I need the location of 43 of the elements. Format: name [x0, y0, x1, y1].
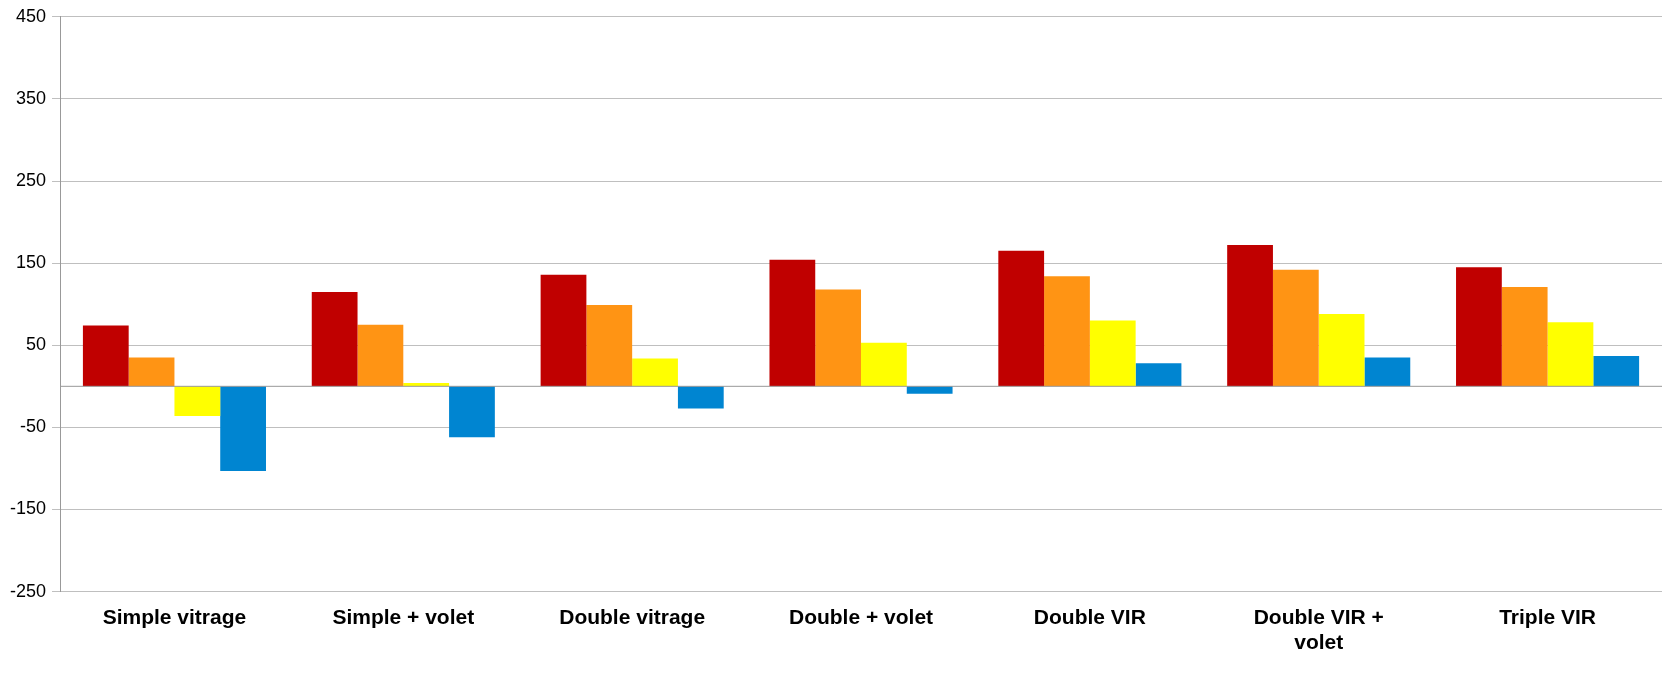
bar: [769, 259, 816, 387]
y-tick-label: -50: [20, 416, 47, 437]
bar: [632, 358, 678, 387]
bar: [677, 386, 724, 409]
y-tick-label: 350: [15, 87, 47, 108]
y-tick-label: 250: [15, 170, 47, 190]
x-tick-label: Double VIR: [1033, 605, 1146, 628]
bar: [82, 325, 129, 387]
bar: [1318, 314, 1365, 387]
bar: [449, 386, 495, 438]
bar: [357, 324, 404, 387]
y-tick-label: -250: [10, 580, 47, 601]
bar: [586, 305, 633, 387]
bar: [540, 274, 587, 387]
bar: [174, 386, 221, 416]
bar: [311, 291, 358, 387]
bar: [220, 386, 266, 471]
y-tick-label: 150: [15, 252, 47, 273]
bar: [1501, 286, 1548, 387]
x-tick-label: Simple + volet: [332, 605, 475, 628]
bar: [1593, 355, 1640, 387]
bar: [1547, 322, 1594, 387]
y-tick-label: 50: [26, 334, 47, 355]
y-tick-label: -150: [10, 498, 47, 519]
bar: [1456, 267, 1502, 387]
bar: [906, 386, 953, 394]
bar: [1089, 320, 1136, 387]
x-tick-label: Double vitrage: [559, 605, 706, 628]
bar: [861, 342, 907, 387]
y-tick-label: 450: [15, 5, 47, 26]
x-tick-label: Triple VIR: [1499, 605, 1596, 628]
bar: [998, 250, 1045, 387]
bar: [1135, 363, 1182, 387]
x-tick-label: Double VIR + volet: [1253, 605, 1384, 654]
bar: [815, 289, 862, 387]
x-tick-label: Double + volet: [788, 605, 934, 628]
bar: [1227, 245, 1273, 387]
bar: [1272, 269, 1319, 387]
bar: [1364, 357, 1411, 387]
bar: [128, 357, 175, 387]
x-tick-label: Simple vitrage: [102, 605, 247, 628]
bar: [403, 383, 450, 387]
bar: [1044, 276, 1090, 387]
